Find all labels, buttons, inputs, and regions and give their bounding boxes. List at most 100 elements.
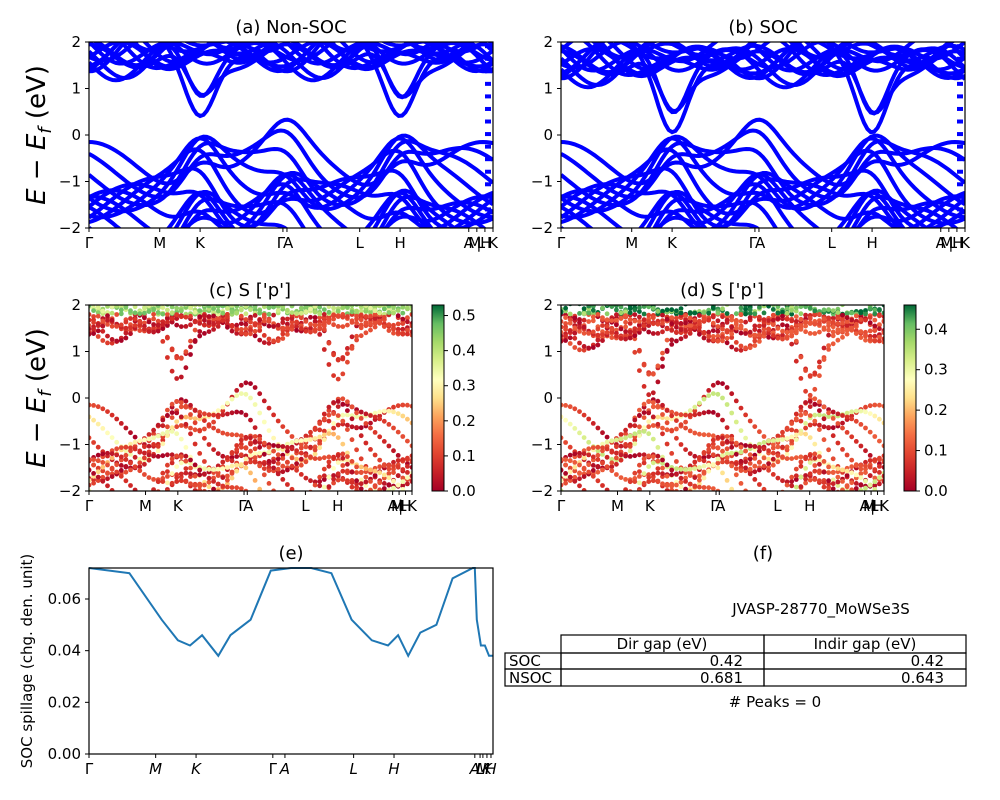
panel-c-data	[89, 287, 412, 525]
projection-point	[368, 487, 373, 491]
projection-point	[377, 487, 383, 491]
projection-point	[298, 438, 304, 443]
projection-point	[197, 451, 203, 456]
projection-point	[683, 486, 688, 491]
projection-point	[766, 318, 771, 323]
projection-point	[840, 312, 845, 318]
projection-point	[327, 297, 332, 302]
projection-point	[817, 312, 822, 317]
band-line	[561, 194, 959, 228]
projection-point	[215, 305, 221, 309]
projection-point	[405, 327, 410, 333]
projection-point	[655, 445, 661, 450]
projection-point	[789, 495, 794, 500]
projection-point	[188, 465, 193, 471]
projection-point	[165, 407, 170, 413]
x-tick-label: Γ	[710, 497, 719, 515]
projection-point	[183, 421, 189, 427]
edge-marker	[485, 169, 491, 174]
projection-point	[95, 321, 101, 327]
projection-point	[381, 314, 387, 320]
projection-point	[572, 315, 578, 321]
projection-point	[298, 462, 304, 468]
projection-point	[128, 325, 133, 330]
projection-point	[817, 321, 822, 326]
projection-point	[780, 332, 785, 338]
projection-point	[377, 318, 383, 324]
projection-point	[326, 459, 332, 465]
projection-point	[641, 452, 647, 458]
projection-point	[720, 470, 725, 476]
edge-marker	[957, 44, 963, 49]
projection-point	[830, 324, 836, 330]
projection-point	[770, 442, 776, 447]
projection-point	[581, 488, 587, 491]
projection-point	[817, 450, 822, 456]
projection-point	[581, 311, 587, 317]
projection-point	[354, 320, 359, 326]
projection-point	[100, 502, 105, 507]
projection-point	[859, 296, 864, 301]
projection-point	[752, 424, 758, 429]
projection-point	[702, 508, 707, 513]
x-tick-label: A	[387, 497, 398, 515]
projection-point	[271, 435, 276, 441]
projection-point	[215, 320, 221, 326]
projection-point	[114, 287, 119, 292]
projection-point	[646, 312, 652, 318]
projection-point	[567, 404, 573, 410]
projection-point	[285, 519, 290, 524]
projection-point	[110, 299, 115, 304]
projection-point	[202, 492, 207, 497]
projection-point	[326, 404, 332, 410]
projection-point	[637, 474, 642, 479]
projection-point	[248, 448, 253, 454]
projection-point	[830, 481, 836, 487]
projection-point	[137, 492, 142, 497]
projection-point	[188, 352, 193, 357]
projection-point	[321, 307, 327, 312]
projection-point	[614, 517, 619, 522]
projection-point	[124, 290, 129, 295]
projection-point	[248, 417, 253, 423]
y-tick-label: 1	[543, 80, 553, 98]
projection-point	[183, 458, 189, 464]
projection-point	[729, 344, 735, 350]
projection-point	[100, 460, 106, 465]
projection-point	[692, 459, 698, 465]
projection-point	[784, 436, 790, 441]
projection-point	[715, 465, 721, 471]
projection-point	[252, 451, 258, 456]
projection-point	[793, 432, 799, 438]
projection-point	[280, 320, 286, 325]
projection-point	[853, 418, 859, 424]
projection-point	[821, 316, 827, 322]
projection-point	[669, 487, 675, 491]
projection-point	[91, 326, 96, 332]
projection-point	[844, 468, 850, 474]
projection-point	[660, 329, 665, 335]
projection-point	[225, 431, 230, 437]
projection-point	[812, 412, 818, 418]
projection-point	[386, 322, 392, 328]
projection-point	[761, 317, 767, 322]
projection-point	[559, 299, 564, 304]
projection-point	[114, 493, 119, 498]
projection-point	[308, 437, 313, 442]
projection-point	[206, 305, 212, 309]
projection-point	[577, 531, 582, 536]
projection-point	[738, 330, 744, 336]
projection-point	[858, 329, 864, 335]
projection-point	[290, 520, 295, 525]
projection-point	[683, 320, 688, 326]
projection-point	[784, 425, 790, 431]
projection-point	[151, 306, 157, 312]
projection-point	[220, 459, 226, 465]
projection-point	[784, 310, 790, 316]
band-line	[89, 182, 493, 228]
projection-point	[761, 434, 767, 439]
projection-point	[882, 532, 887, 537]
projection-point	[674, 426, 679, 432]
projection-point	[821, 307, 827, 313]
projection-point	[128, 316, 133, 321]
